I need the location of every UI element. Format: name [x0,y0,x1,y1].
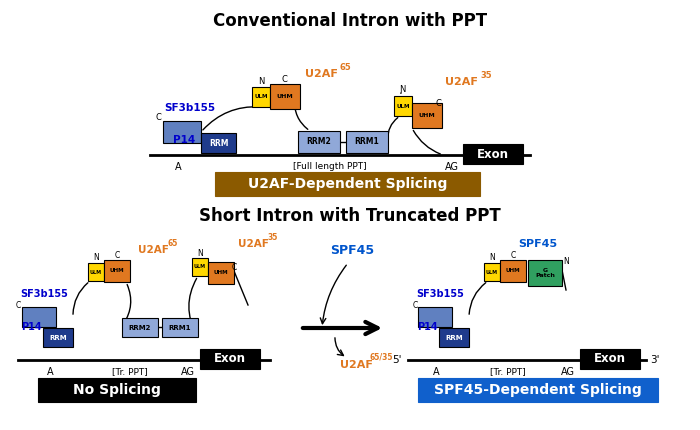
Bar [38,378,196,402]
Bar [270,84,300,109]
Text: C: C [510,252,516,261]
Bar [192,258,208,276]
Text: 5': 5' [393,355,402,365]
Text: SF3b155: SF3b155 [164,103,215,113]
Text: 65/35: 65/35 [370,353,393,362]
Text: N: N [489,254,495,262]
Text: C: C [412,301,418,310]
Text: C: C [232,264,237,273]
Bar [200,349,260,369]
Text: P14: P14 [417,322,438,332]
Text: ULM: ULM [254,95,267,99]
Bar [201,133,236,153]
Bar [346,131,388,153]
Text: Short Intron with Truncated PPT: Short Intron with Truncated PPT [199,207,501,225]
Text: C: C [435,98,441,108]
Bar [500,260,526,282]
Text: UHM: UHM [419,113,435,118]
Bar [163,121,201,143]
Text: N: N [399,86,405,95]
Text: Exon: Exon [477,147,509,160]
Text: 65: 65 [340,63,351,72]
Text: C: C [155,114,161,123]
Text: SPF45: SPF45 [330,243,374,257]
Text: 35: 35 [480,71,491,80]
Text: G
Patch: G Patch [535,267,555,278]
Text: C: C [281,76,287,85]
Text: UHM: UHM [505,268,520,273]
Text: [Full length PPT]: [Full length PPT] [293,162,367,171]
Text: C: C [15,301,20,310]
Bar [463,144,523,164]
Text: N: N [93,254,99,262]
Bar [162,318,198,337]
Bar [412,103,442,128]
Text: SF3b155: SF3b155 [20,289,68,299]
Text: U2AF: U2AF [340,360,373,370]
Text: P14: P14 [173,135,195,145]
Text: C: C [114,252,120,261]
Bar [528,260,562,286]
Bar [418,307,452,327]
Text: U2AF: U2AF [238,239,269,249]
Text: U2AF: U2AF [445,77,478,87]
Text: SF3b155: SF3b155 [416,289,464,299]
Text: Exon: Exon [214,353,246,366]
Text: SPF45-Dependent Splicing: SPF45-Dependent Splicing [434,383,642,397]
Bar [215,172,480,196]
Text: RRM1: RRM1 [355,138,379,147]
Text: U2AF: U2AF [305,69,338,79]
Text: ULM: ULM [194,264,206,270]
Text: UHM: UHM [110,268,125,273]
Text: A: A [175,162,181,172]
Bar [298,131,340,153]
Text: ULM: ULM [396,104,410,108]
Text: N: N [197,249,203,258]
Bar [88,263,104,281]
Bar [439,328,469,347]
Text: RRM2: RRM2 [129,325,151,331]
Text: [Tr. PPT]: [Tr. PPT] [112,367,148,376]
Bar [122,318,158,337]
Text: RRM: RRM [445,335,463,341]
Bar [418,378,658,402]
Text: AG: AG [561,367,575,377]
Bar [394,96,412,116]
Text: AG: AG [181,367,195,377]
Text: UHM: UHM [214,270,228,276]
Text: 3': 3' [650,355,659,365]
Bar [104,260,130,282]
Text: ULM: ULM [486,270,498,274]
Text: A: A [47,367,53,377]
Text: RRM: RRM [209,138,228,147]
Text: Exon: Exon [594,353,626,366]
Text: UHM: UHM [276,94,293,99]
Bar [208,262,234,284]
Text: RRM1: RRM1 [169,325,191,331]
Bar [484,263,500,281]
Text: A: A [433,367,440,377]
Bar [43,328,73,347]
Bar [252,87,270,107]
Text: ULM: ULM [90,270,102,274]
Text: SPF45: SPF45 [518,239,557,249]
Text: 35: 35 [268,233,279,242]
Text: Conventional Intron with PPT: Conventional Intron with PPT [213,12,487,30]
Bar [580,349,640,369]
Bar [22,307,56,327]
Text: RRM: RRM [49,335,66,341]
Text: U2AF: U2AF [138,245,169,255]
Text: U2AF-Dependent Splicing: U2AF-Dependent Splicing [248,177,447,191]
Text: AG: AG [445,162,459,172]
Text: N: N [258,77,264,86]
Text: [Tr. PPT]: [Tr. PPT] [490,367,526,376]
Text: No Splicing: No Splicing [73,383,161,397]
Text: 65: 65 [168,239,178,248]
Text: N: N [563,257,569,265]
Text: RRM2: RRM2 [307,138,331,147]
Text: P14: P14 [22,322,42,332]
